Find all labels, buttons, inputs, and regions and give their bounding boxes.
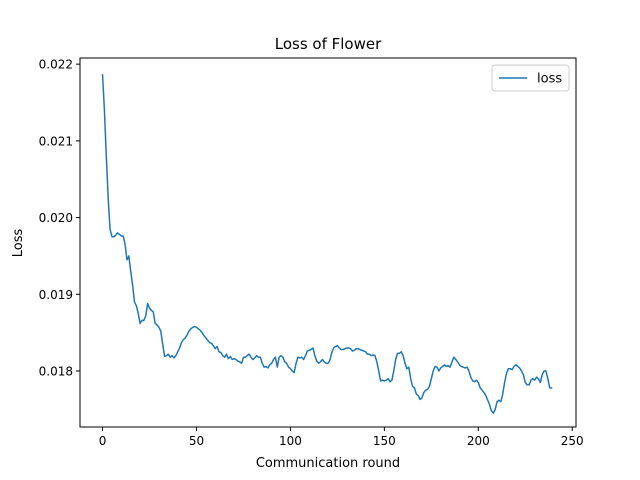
legend-box	[491, 64, 570, 92]
x-tick-label: 250	[561, 434, 584, 448]
y-tick-label: 0.021	[39, 134, 73, 148]
x-tick-label: 0	[99, 434, 107, 448]
series-line-loss	[101, 74, 553, 414]
x-axis-label: Communication round	[256, 456, 400, 471]
legend-label-loss: loss	[537, 72, 562, 87]
y-tick-label: 0.022	[39, 58, 73, 72]
y-axis: 0.018 0.019 0.020 0.021 0.022	[39, 58, 80, 378]
y-axis-label: Loss	[11, 229, 26, 258]
axes-frame	[79, 57, 577, 428]
chart-title: Loss of Flower	[275, 35, 382, 53]
x-tick-label: 50	[189, 434, 204, 448]
x-axis: 0 50 100 150 200 250	[99, 427, 584, 448]
x-tick-label: 150	[373, 434, 396, 448]
y-tick-label: 0.020	[39, 211, 73, 225]
x-tick-label: 200	[467, 434, 490, 448]
y-tick-label: 0.019	[39, 288, 73, 302]
plot-area	[79, 57, 577, 428]
x-tick-label: 100	[279, 434, 302, 448]
y-tick-label: 0.018	[39, 364, 73, 378]
legend: loss	[491, 64, 570, 92]
